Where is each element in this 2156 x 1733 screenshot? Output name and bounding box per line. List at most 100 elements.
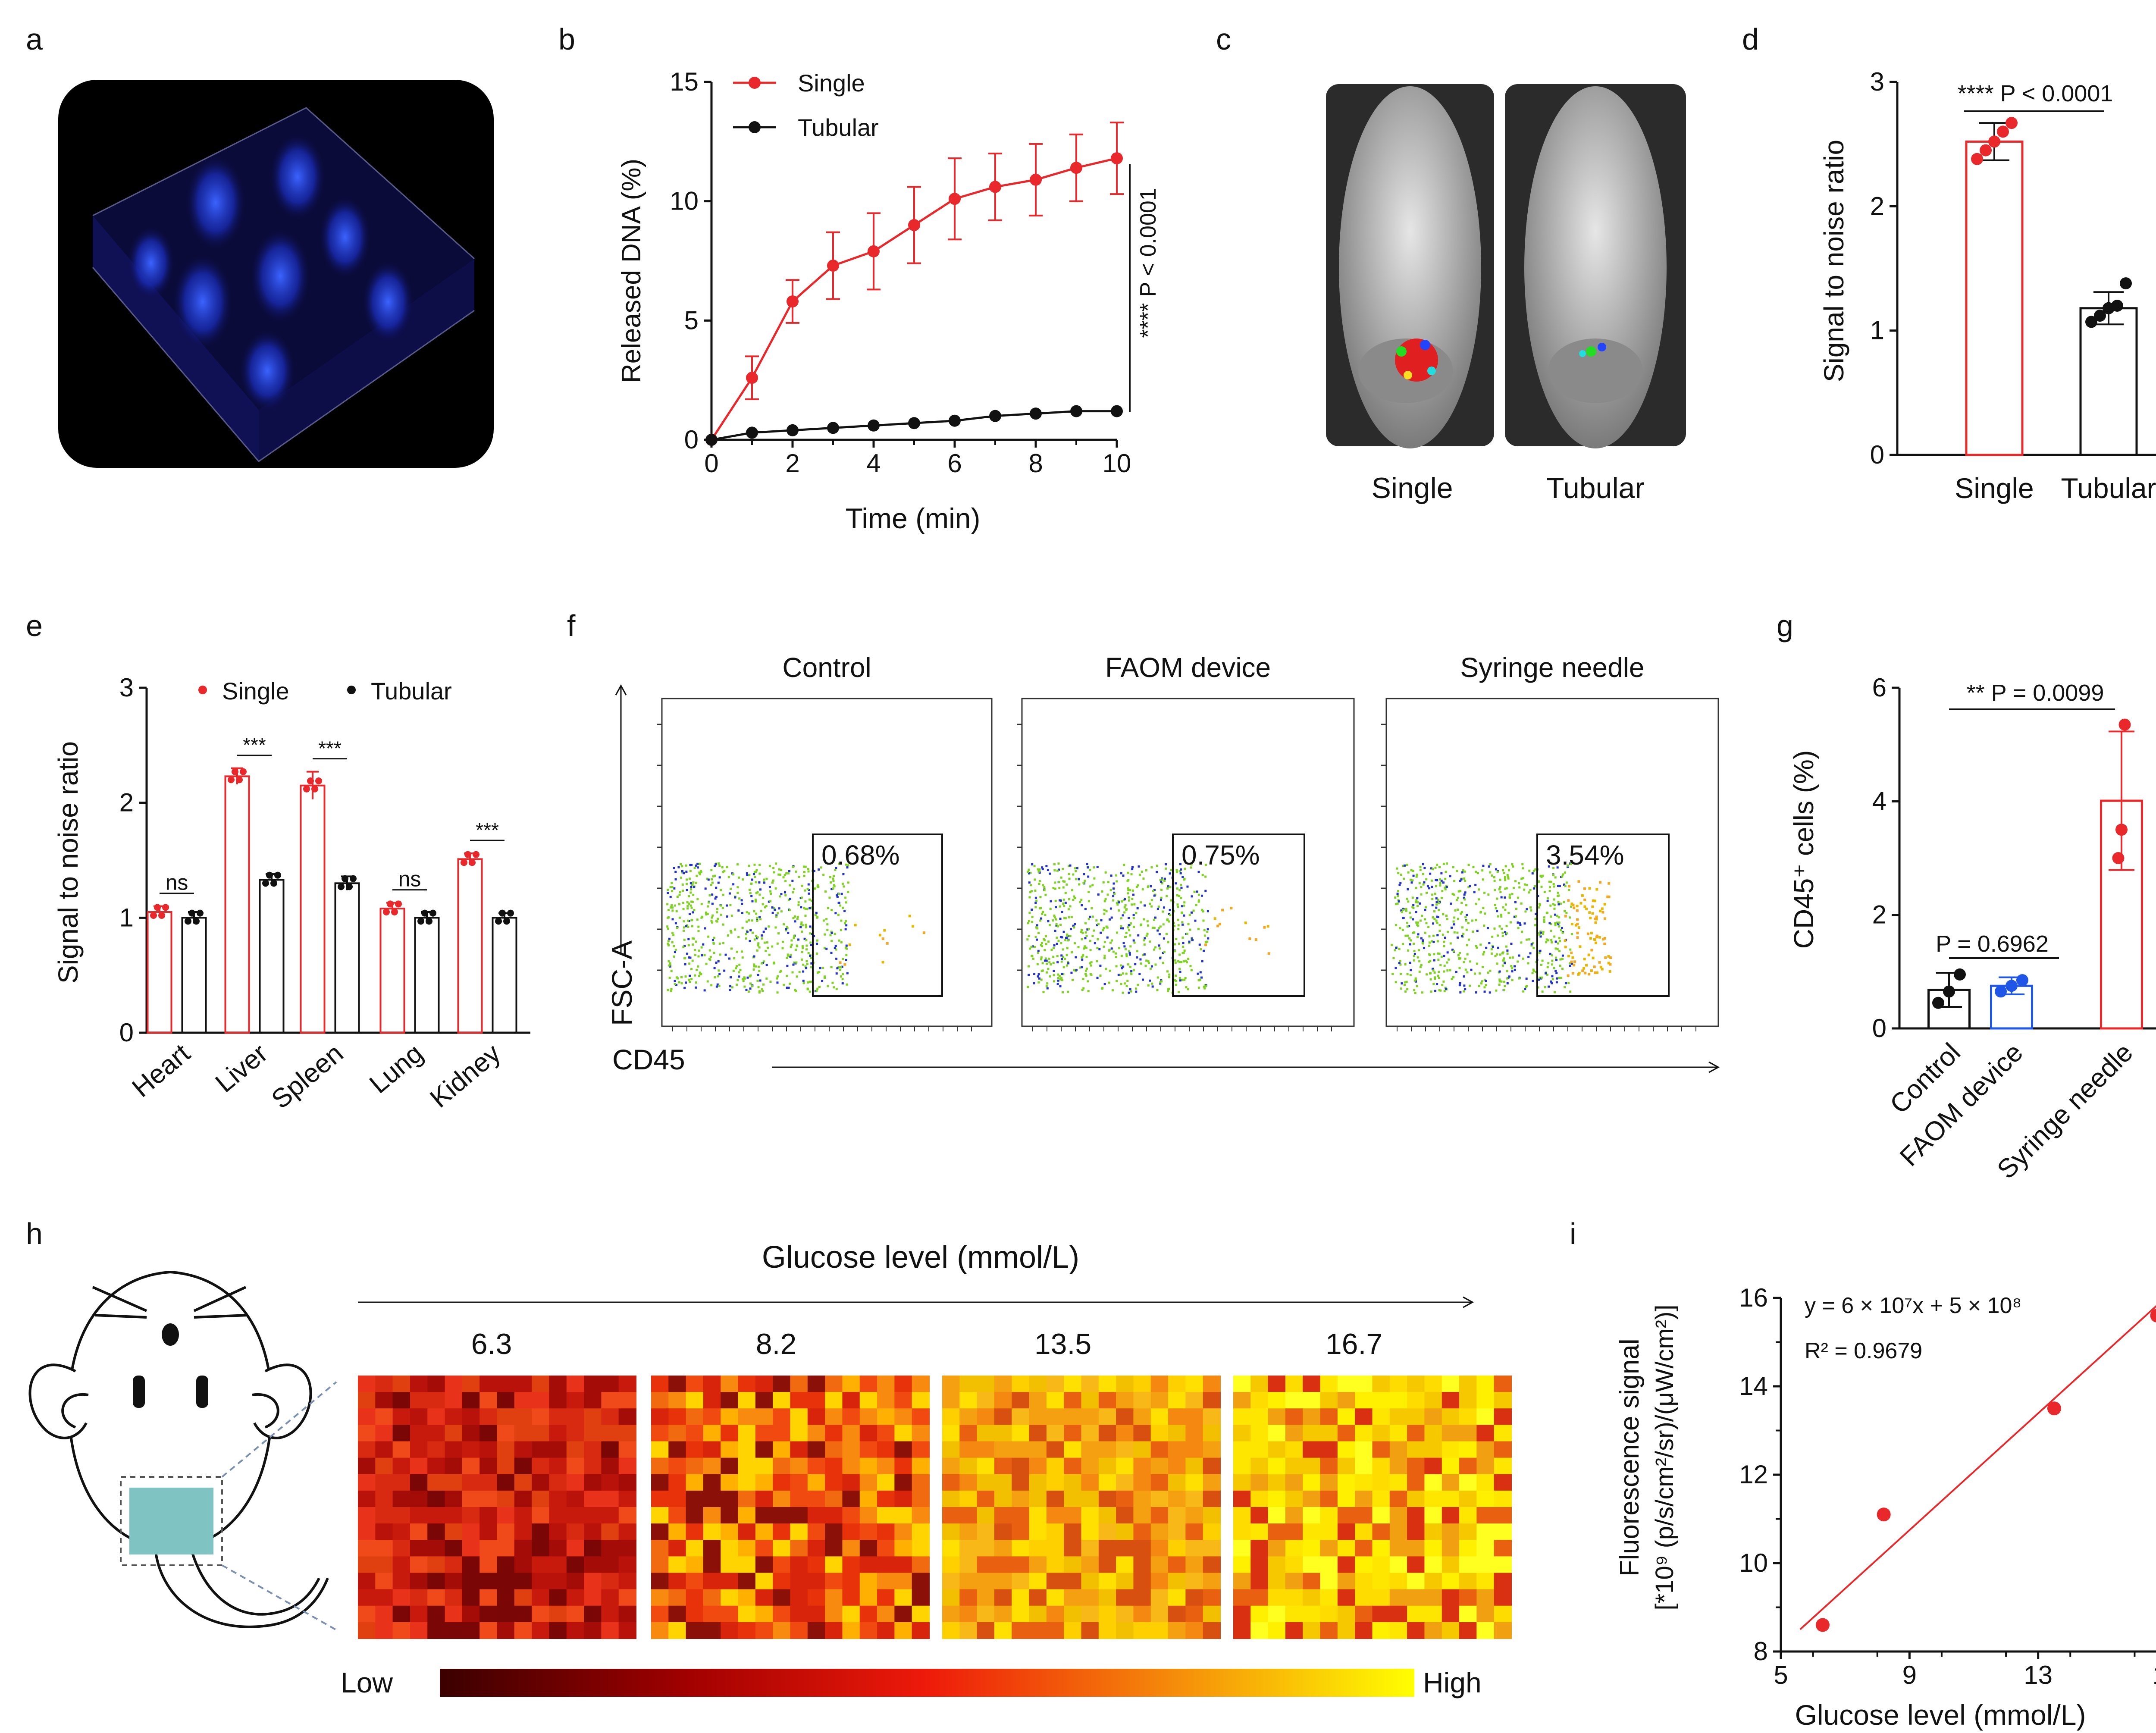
panel-h-high-label: High [1423, 1667, 1482, 1699]
panel-i-xtick-label: 17 [2153, 1661, 2156, 1689]
panel-b-xtick-label: 2 [785, 449, 799, 478]
panel-d-point [2006, 117, 2018, 129]
panel-f-gated-event [881, 961, 884, 964]
panel-f-gated-event [1579, 902, 1583, 905]
panel-e-point [342, 875, 348, 882]
panel-b-point [989, 410, 1001, 422]
panel-i-xtick-label: 5 [1774, 1661, 1788, 1689]
panel-g-point [2115, 824, 2128, 836]
panel-d-point [2094, 310, 2106, 322]
panel-e-bar [224, 775, 250, 1034]
panel-e-point [387, 900, 394, 908]
panel-e-xtick-label: Heart [127, 1038, 196, 1103]
panel-letter-a: a [26, 22, 43, 56]
panel-e-xtick-label: Spleen [266, 1038, 349, 1115]
panel-i-xlabel: Glucose level (mmol/L) [1795, 1699, 2086, 1731]
panel-e-point [266, 871, 273, 879]
panel-f-gated-event [1564, 939, 1567, 942]
panel-e-point [350, 875, 357, 882]
panel-e-point [150, 912, 157, 919]
panel-d-xtick-label: Single [1955, 472, 2034, 504]
panel-e-xtick-label: Liver [210, 1038, 273, 1098]
panel-f-gated-event [922, 931, 925, 934]
panel-f-gated-event [1204, 943, 1207, 946]
panel-f-gated-event [1571, 972, 1574, 975]
panel-b-point [868, 419, 880, 432]
panel-i-scatter-chart: 8 10 12 14 16 5 9 13 17 Fluorescence signal [*10… [1615, 1283, 2156, 1731]
panel-f-gated-event [1576, 918, 1579, 921]
panel-c-label-tubular: Tubular [1546, 472, 1645, 505]
panel-e-bar [457, 858, 483, 1034]
panel-f-gated-event [1594, 921, 1597, 924]
panel-f-gated-event [1608, 970, 1611, 973]
panel-f-gated-event [1601, 911, 1604, 914]
panel-b-xtick-label: 0 [704, 449, 718, 478]
panel-d-bar [1965, 140, 2024, 456]
panel-b-ytick-label: 10 [670, 187, 699, 216]
panel-f-gated-event [1598, 961, 1601, 964]
panel-b-ytick-label: 15 [670, 67, 699, 96]
panel-b-point [787, 295, 799, 308]
panel-d-annotation: **** P < 0.0001 [1958, 81, 2113, 107]
panel-e-point [426, 918, 432, 925]
panel-f-gated-event [1564, 915, 1567, 918]
panel-f-gated-event [1608, 895, 1611, 898]
panel-d-ytick-label: 3 [1870, 67, 1884, 96]
panel-e-significance: *** [243, 734, 266, 756]
panel-f-gated-event [1586, 932, 1589, 935]
panel-e-point [236, 776, 243, 783]
panel-f-gate [1536, 834, 1670, 997]
panel-i-ytick-label: 16 [1739, 1283, 1768, 1312]
panel-i-ytick-label: 12 [1739, 1460, 1768, 1489]
panel-b-legend-single: Single [798, 69, 865, 97]
panel-e-point [503, 918, 510, 925]
panel-b-xlabel: Time (min) [846, 502, 981, 534]
panel-b-xtick-label: 10 [1103, 449, 1131, 478]
panel-e-point [499, 909, 506, 917]
panel-e-point [461, 859, 467, 866]
panel-f-plot-frame [661, 698, 993, 1027]
panel-b-ytick-label: 5 [684, 306, 699, 335]
panel-b-point [989, 181, 1001, 193]
panel-letter-c: c [1216, 22, 1231, 56]
panel-letter-d: d [1742, 22, 1759, 56]
panel-f-gated-event [1248, 937, 1251, 940]
panel-f-gated-event [1570, 951, 1573, 954]
panel-g-annotation-2: P = 0.6962 [1936, 931, 2049, 957]
panel-letter-e: e [26, 609, 43, 642]
panel-f-gated-event [1576, 909, 1579, 912]
panel-f-gate-percent: 0.75% [1181, 840, 1260, 871]
panel-e-grouped-bar-chart: 0 1 2 3 ns Heart *** Liver *** Spleen ns Lung *** Kid… [53, 673, 530, 1115]
panel-f-gated-event [1609, 963, 1612, 966]
panel-b-point [1070, 405, 1082, 417]
panel-d-point [2120, 277, 2132, 290]
panel-e-ylabel: Signal to noise ratio [53, 741, 84, 984]
panel-f-gated-event [848, 943, 851, 946]
panel-f-gated-event [1230, 906, 1233, 909]
panel-d-point [1971, 153, 1983, 165]
panel-f-gated-event [1588, 973, 1591, 976]
panel-b-point [1070, 162, 1082, 174]
panel-e-point [162, 904, 169, 911]
panel-f-gate-percent: 3.54% [1546, 840, 1624, 871]
panel-f-gated-event [1577, 926, 1580, 929]
panel-f-gated-event [1587, 953, 1590, 956]
panel-f-gated-event [1595, 936, 1598, 939]
panel-e-point [193, 918, 200, 925]
panel-b-point [949, 193, 961, 205]
panel-g-point [2006, 980, 2018, 992]
panel-f-gated-event [1266, 925, 1269, 928]
panel-f-plot-frame [1385, 698, 1719, 1027]
panel-letter-f: f [567, 609, 576, 642]
panel-i-ylabel-line2: [*10⁹ (p/s/cm²/sr)/(μW/cm²)] [1651, 1304, 1679, 1610]
panel-i-ylabel-line1: Fluorescence signal [1615, 1338, 1645, 1576]
panel-f-gated-event [1585, 964, 1588, 967]
panel-f-gated-event [1578, 971, 1581, 975]
panel-e-significance: *** [476, 819, 499, 841]
panel-h-level-2: 8.2 [756, 1328, 797, 1360]
panel-f-gated-event [1573, 964, 1576, 967]
panel-e-bar [181, 917, 207, 1034]
panel-f-gated-event [1591, 912, 1594, 915]
panel-f-gated-event [1573, 960, 1576, 963]
